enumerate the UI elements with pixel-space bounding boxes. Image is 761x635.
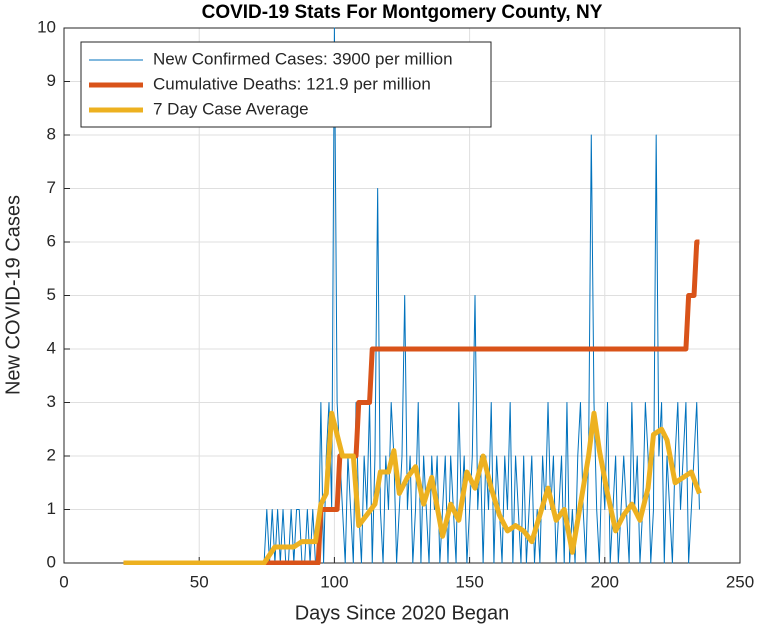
x-axis-label: Days Since 2020 Began xyxy=(295,602,510,624)
y-axis-label: New COVID-19 Cases xyxy=(2,195,24,395)
x-tick-label: 0 xyxy=(59,572,68,591)
axes-box xyxy=(63,27,741,564)
y-tick-label: 9 xyxy=(47,71,56,90)
y-tick-label: 1 xyxy=(47,499,56,518)
legend-label: 7 Day Case Average xyxy=(153,99,309,118)
chart-title: COVID-19 Stats For Montgomery County, NY xyxy=(202,2,603,23)
x-tick-label: 50 xyxy=(190,572,209,591)
x-tick-label: 100 xyxy=(320,572,348,591)
y-tick-label: 10 xyxy=(37,17,56,36)
legend-label: New Confirmed Cases: 3900 per million xyxy=(153,49,453,68)
data-line xyxy=(123,239,700,565)
y-tick-label: 2 xyxy=(47,445,56,464)
x-tick-label: 250 xyxy=(726,572,754,591)
y-tick-label: 0 xyxy=(47,552,56,571)
legend-label: Cumulative Deaths: 121.9 per million xyxy=(153,74,431,93)
y-tick-label: 4 xyxy=(47,338,56,357)
y-tick-label: 5 xyxy=(47,285,56,304)
y-tick-label: 3 xyxy=(47,392,56,411)
x-tick-label: 150 xyxy=(455,572,483,591)
y-tick-label: 6 xyxy=(47,231,56,250)
y-tick-label: 8 xyxy=(47,124,56,143)
y-tick-label: 7 xyxy=(47,178,56,197)
data-line xyxy=(123,410,702,565)
legend-box xyxy=(80,41,492,128)
x-tick-label: 200 xyxy=(591,572,619,591)
